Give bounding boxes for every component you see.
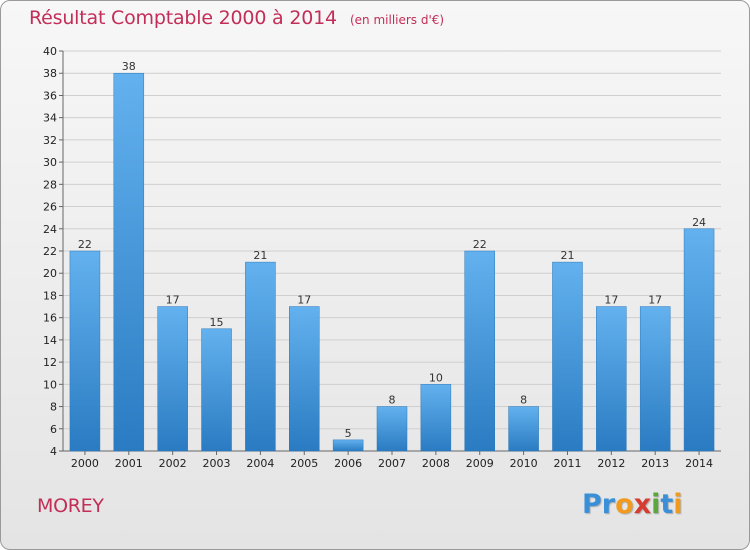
value-label-2009: 22 bbox=[473, 238, 487, 251]
bar-2008 bbox=[420, 384, 452, 452]
brand-logo: Proxiti bbox=[582, 489, 683, 520]
bars: 22 38 17 15 21 17 5 8 10 22 8 21 17 17 24 bbox=[69, 60, 715, 452]
y-tick-label: 28 bbox=[43, 178, 57, 191]
brand-letter: x bbox=[633, 489, 652, 520]
value-label-2011: 21 bbox=[560, 249, 574, 262]
bar-2004 bbox=[245, 261, 276, 452]
value-label-2001: 38 bbox=[122, 60, 136, 73]
bar-2000 bbox=[69, 250, 101, 452]
bar-2002 bbox=[157, 306, 188, 452]
value-label-2000: 22 bbox=[78, 238, 92, 251]
brand-letter: t bbox=[660, 489, 674, 520]
x-tick-label-2010: 2010 bbox=[510, 457, 538, 470]
bar-2012 bbox=[596, 306, 627, 452]
y-tick-label: 16 bbox=[43, 312, 57, 325]
value-label-2007: 8 bbox=[389, 394, 396, 407]
y-tick-label: 4 bbox=[50, 445, 57, 458]
bar-2010 bbox=[508, 406, 539, 452]
bar-2007 bbox=[376, 406, 408, 452]
y-tick-label: 40 bbox=[43, 45, 57, 58]
value-label-2014: 24 bbox=[692, 216, 706, 229]
x-tick-label-2002: 2002 bbox=[159, 457, 187, 470]
bar-2001 bbox=[113, 72, 145, 452]
value-label-2010: 8 bbox=[520, 394, 527, 407]
y-tick-label: 24 bbox=[43, 223, 57, 236]
brand-letter: o bbox=[615, 489, 634, 520]
y-tick-label: 18 bbox=[43, 289, 57, 302]
y-tick-label: 32 bbox=[43, 134, 57, 147]
x-tick-label-2009: 2009 bbox=[466, 457, 494, 470]
x-tick-label-2014: 2014 bbox=[685, 457, 713, 470]
y-tick-label: 34 bbox=[43, 112, 57, 125]
bar-2005 bbox=[289, 306, 320, 452]
y-tick-label: 36 bbox=[43, 89, 57, 102]
x-tick-label-2003: 2003 bbox=[203, 457, 231, 470]
value-label-2003: 15 bbox=[210, 316, 224, 329]
value-label-2006: 5 bbox=[345, 427, 352, 440]
x-axis-ticks: 2000 2001 2002 2003 2004 2005 2006 2007 2008 2009… bbox=[71, 451, 713, 470]
value-label-2013: 17 bbox=[648, 294, 662, 307]
chart-unit-note: (en milliers d'€) bbox=[349, 13, 445, 27]
x-tick-label-2011: 2011 bbox=[553, 457, 581, 470]
brand-letter: i bbox=[673, 489, 683, 520]
y-tick-label: 10 bbox=[43, 378, 57, 391]
y-tick-label: 8 bbox=[50, 401, 57, 414]
value-label-2005: 17 bbox=[297, 294, 311, 307]
chart-title: Résultat Comptable 2000 à 2014 (en milli… bbox=[29, 7, 444, 29]
y-tick-label: 20 bbox=[43, 267, 57, 280]
brand-letter: i bbox=[651, 489, 661, 520]
y-tick-label: 14 bbox=[43, 334, 57, 347]
bar-2011 bbox=[552, 261, 583, 452]
x-tick-label-2013: 2013 bbox=[641, 457, 669, 470]
value-label-2002: 17 bbox=[166, 294, 180, 307]
x-tick-label-2005: 2005 bbox=[290, 457, 318, 470]
chart-title-text: Résultat Comptable 2000 à 2014 bbox=[29, 7, 337, 29]
value-label-2008: 10 bbox=[429, 371, 443, 384]
value-label-2004: 21 bbox=[253, 249, 267, 262]
x-tick-label-2012: 2012 bbox=[597, 457, 625, 470]
x-tick-label-2001: 2001 bbox=[115, 457, 143, 470]
bar-2013 bbox=[639, 306, 671, 452]
y-tick-label: 12 bbox=[43, 356, 57, 369]
y-axis-ticks: 4 6 8 10 12 14 16 18 20 22 24 26 28 30 32 34 36 38 40 bbox=[43, 45, 63, 458]
commune-name: MOREY bbox=[37, 495, 104, 517]
bar-2003 bbox=[201, 328, 232, 452]
y-tick-label: 30 bbox=[43, 156, 57, 169]
y-tick-label: 22 bbox=[43, 245, 57, 258]
bar-2014 bbox=[683, 228, 715, 452]
bar-2006 bbox=[332, 439, 364, 452]
brand-letter: P bbox=[582, 489, 602, 520]
y-tick-label: 6 bbox=[50, 423, 57, 436]
x-tick-label-2000: 2000 bbox=[71, 457, 99, 470]
y-tick-label: 26 bbox=[43, 201, 57, 214]
y-tick-label: 38 bbox=[43, 67, 57, 80]
x-tick-label-2006: 2006 bbox=[334, 457, 362, 470]
brand-letter: r bbox=[601, 489, 616, 520]
x-tick-label-2007: 2007 bbox=[378, 457, 406, 470]
x-tick-label-2004: 2004 bbox=[246, 457, 274, 470]
bar-2009 bbox=[464, 250, 495, 452]
x-tick-label-2008: 2008 bbox=[422, 457, 450, 470]
value-label-2012: 17 bbox=[604, 294, 618, 307]
